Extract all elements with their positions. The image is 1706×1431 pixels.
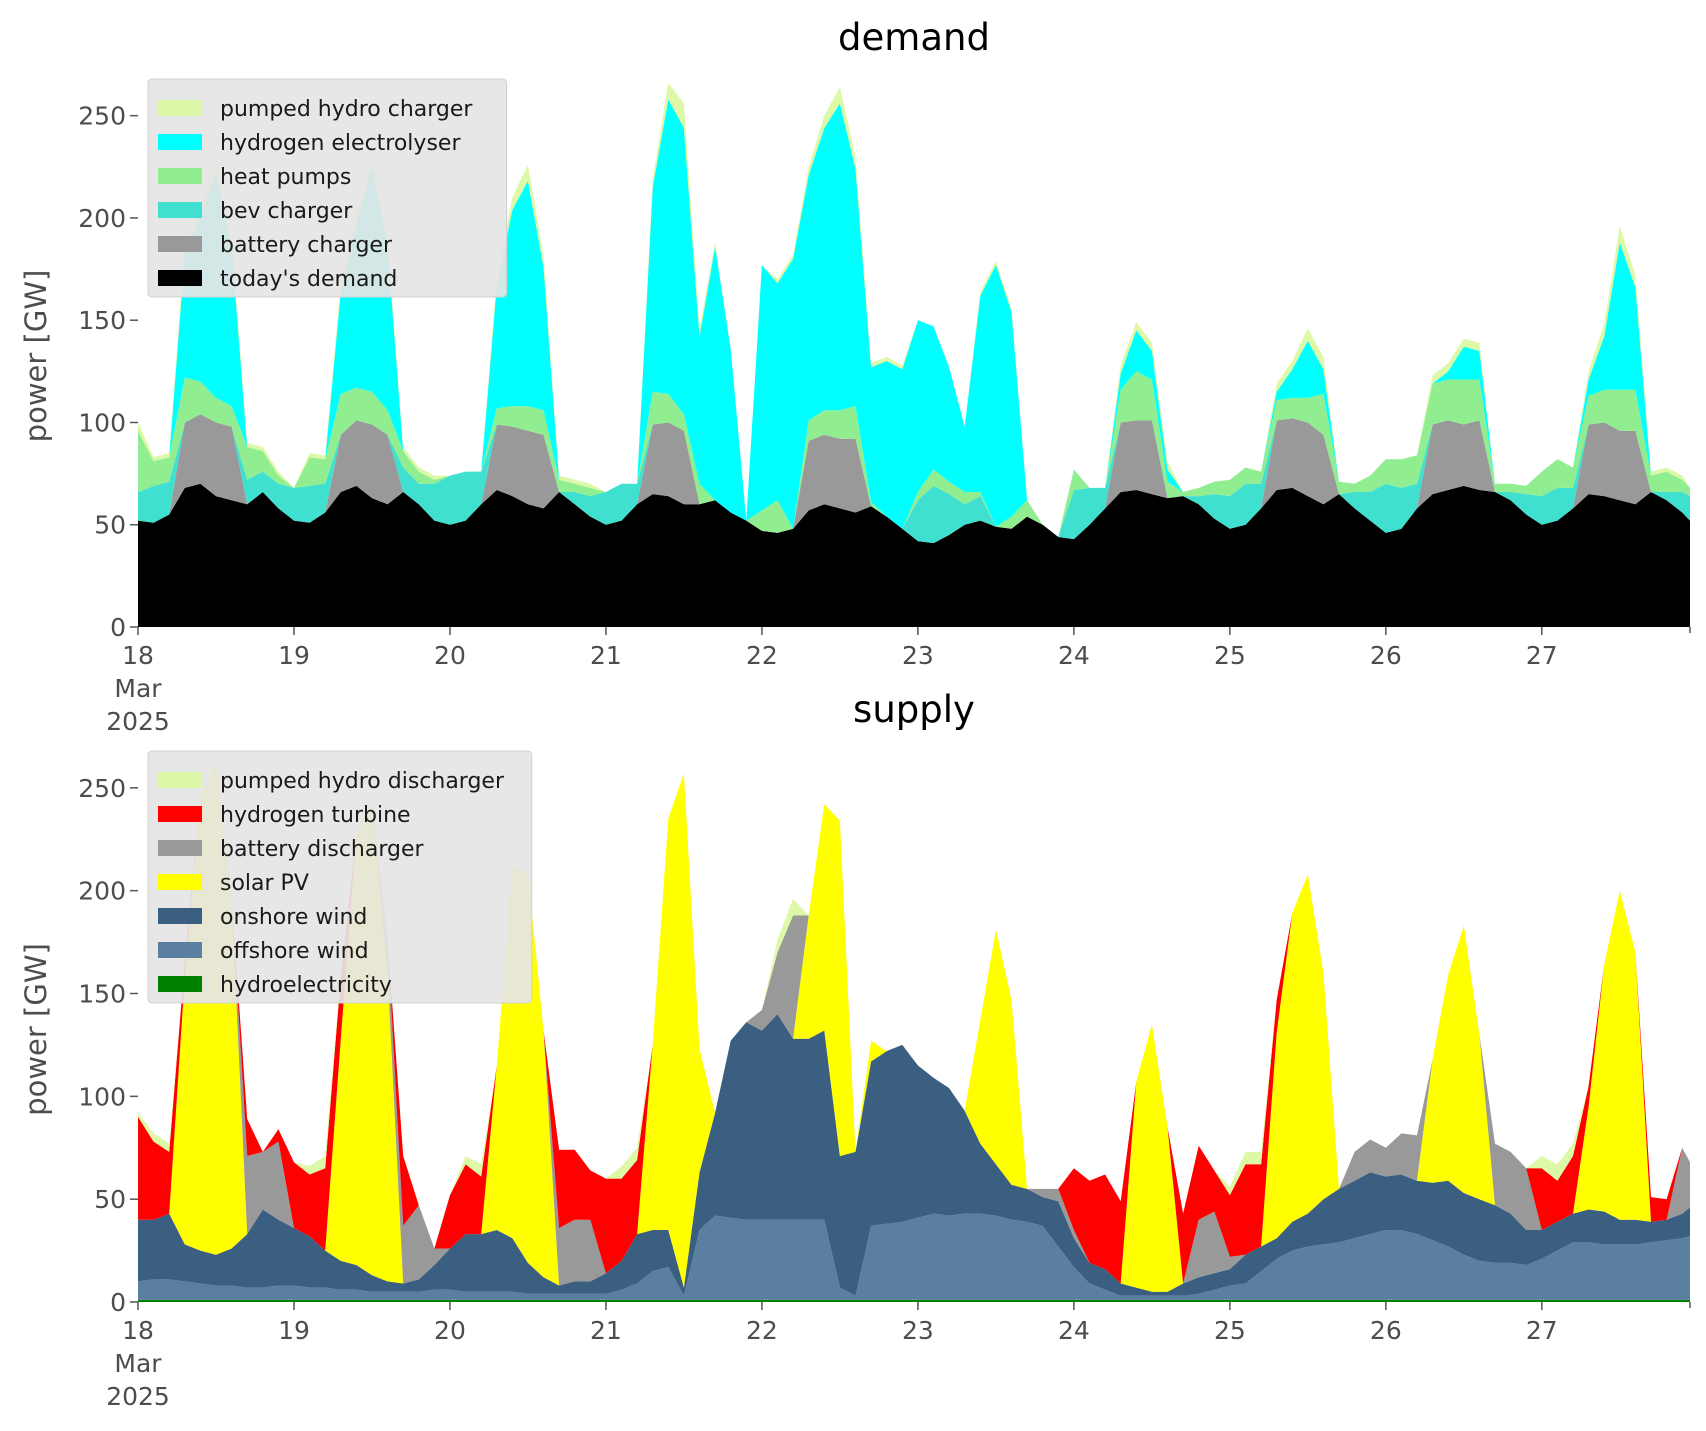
- x-tick-label: Mar: [114, 674, 162, 703]
- legend-swatch-heat-pumps: [158, 168, 202, 184]
- area-heat-pumps: [138, 371, 1690, 537]
- y-tick-label: 250: [78, 102, 126, 131]
- area-offshore-wind: [138, 1213, 1690, 1300]
- legend-label-heat-pumps: heat pumps: [220, 165, 351, 190]
- x-tick-label: 20: [434, 641, 466, 670]
- x-tick-label: 18: [122, 641, 154, 670]
- area-bev-charger: [138, 414, 1690, 544]
- stacked-areas: [138, 83, 1690, 627]
- area-battery-charger: [138, 414, 1690, 544]
- legend-swatch-bev-charger: [158, 202, 202, 218]
- legend-swatch-pumped-hydro-charger: [158, 100, 202, 116]
- legend-label-pumped-hydro-charger: pumped hydro charger: [220, 97, 473, 122]
- y-tick-label: 150: [78, 306, 126, 335]
- y-tick-label: 150: [78, 980, 126, 1009]
- y-tick-label: 100: [78, 408, 126, 437]
- y-tick-label: 50: [94, 511, 126, 540]
- legend-swatch-hydrogen-turbine: [158, 806, 202, 822]
- x-axis: 18 Mar 2025 19 20 21 22 23 24 25 26 27: [106, 627, 1691, 736]
- y-axis: 0 50 100 150 200 250: [78, 102, 138, 642]
- x-tick-label: 25: [1214, 1316, 1246, 1345]
- y-tick-label: 200: [78, 204, 126, 233]
- x-tick-label: Mar: [114, 1349, 162, 1378]
- legend: pumped hydro discharger hydrogen turbine b…: [147, 750, 533, 1004]
- legend-swatch-battery-charger: [158, 236, 202, 252]
- area-hydrogen-electrolyser: [138, 99, 1690, 538]
- legend-label-today-s-demand: today's demand: [220, 267, 397, 292]
- legend-label-solar-pv: solar PV: [220, 871, 309, 896]
- legend-label-onshore-wind: onshore wind: [220, 905, 367, 930]
- x-tick-label: 20: [434, 1316, 466, 1345]
- legend-swatch-onshore-wind: [158, 908, 202, 924]
- x-tick-label: 23: [902, 1316, 934, 1345]
- chart-title: supply: [853, 688, 975, 731]
- legend-label-battery-discharger: battery discharger: [220, 837, 425, 862]
- chart-title: demand: [838, 16, 990, 59]
- y-tick-label: 250: [78, 774, 126, 803]
- x-tick-label: 18: [122, 1316, 154, 1345]
- y-axis-label: power [GW]: [19, 270, 53, 443]
- legend-box: [147, 78, 508, 298]
- x-tick-label: 26: [1370, 641, 1402, 670]
- legend-swatch-battery-discharger: [158, 840, 202, 856]
- legend-swatch-solar-pv: [158, 874, 202, 890]
- y-axis-label: power [GW]: [19, 943, 53, 1116]
- x-tick-label: 22: [746, 641, 778, 670]
- x-tick-label: 22: [746, 1316, 778, 1345]
- x-tick-label: 27: [1526, 1316, 1558, 1345]
- y-tick-label: 0: [110, 1288, 126, 1317]
- x-tick-label: 19: [278, 1316, 310, 1345]
- legend-label-offshore-wind: offshore wind: [220, 939, 369, 964]
- y-tick-label: 100: [78, 1082, 126, 1111]
- area-onshore-wind: [138, 1014, 1690, 1296]
- legend-swatch-today-s-demand: [158, 270, 202, 286]
- x-tick-label: 2025: [106, 707, 170, 736]
- x-axis: 18 Mar 2025 19 20 21 22 23 24 25 26 27: [106, 1302, 1691, 1411]
- legend-label-bev-charger: bev charger: [220, 199, 353, 224]
- y-tick-label: 200: [78, 877, 126, 906]
- x-tick-label: 2025: [106, 1382, 170, 1411]
- x-tick-label: 26: [1370, 1316, 1402, 1345]
- legend-label-hydroelectricity: hydroelectricity: [220, 973, 392, 998]
- legend-box: [147, 750, 533, 1004]
- area-hydroelectricity: [138, 1299, 1690, 1302]
- legend-swatch-hydrogen-electrolyser: [158, 134, 202, 150]
- x-tick-label: 23: [902, 641, 934, 670]
- x-tick-label: 21: [590, 641, 622, 670]
- area-today-s-demand: [138, 483, 1690, 627]
- y-axis: 0 50 100 150 200 250: [78, 774, 138, 1317]
- legend-label-pumped-hydro-discharger: pumped hydro discharger: [220, 769, 505, 794]
- x-tick-label: 24: [1058, 641, 1090, 670]
- legend-label-hydrogen-turbine: hydrogen turbine: [220, 803, 411, 828]
- x-tick-label: 25: [1214, 641, 1246, 670]
- legend-label-hydrogen-electrolyser: hydrogen electrolyser: [220, 131, 461, 156]
- x-tick-label: 27: [1526, 641, 1558, 670]
- legend-swatch-hydroelectricity: [158, 976, 202, 992]
- x-tick-label: 21: [590, 1316, 622, 1345]
- legend-label-battery-charger: battery charger: [220, 233, 393, 258]
- x-tick-label: 19: [278, 641, 310, 670]
- y-tick-label: 50: [94, 1185, 126, 1214]
- x-tick-label: 24: [1058, 1316, 1090, 1345]
- legend-swatch-offshore-wind: [158, 942, 202, 958]
- legend-swatch-pumped-hydro-discharger: [158, 772, 202, 788]
- y-tick-label: 0: [110, 613, 126, 642]
- legend: pumped hydro charger hydrogen electrolyse…: [147, 78, 508, 298]
